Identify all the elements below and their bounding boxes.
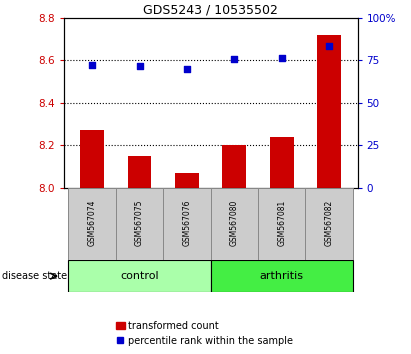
Bar bbox=[128, 156, 151, 188]
Text: GSM567074: GSM567074 bbox=[88, 199, 97, 246]
Text: control: control bbox=[120, 271, 159, 281]
Text: GSM567082: GSM567082 bbox=[325, 199, 334, 246]
Legend: transformed count, percentile rank within the sample: transformed count, percentile rank withi… bbox=[116, 321, 293, 346]
Title: GDS5243 / 10535502: GDS5243 / 10535502 bbox=[143, 4, 278, 17]
Point bbox=[136, 63, 143, 69]
Text: arthritis: arthritis bbox=[260, 271, 304, 281]
Bar bbox=[69, 188, 116, 260]
Bar bbox=[211, 188, 258, 260]
Bar bbox=[270, 137, 293, 188]
Bar bbox=[258, 188, 305, 260]
Bar bbox=[317, 35, 341, 188]
Bar bbox=[163, 188, 211, 260]
Bar bbox=[305, 188, 353, 260]
Bar bbox=[80, 130, 104, 188]
Bar bbox=[69, 260, 211, 292]
Text: disease state: disease state bbox=[2, 271, 67, 281]
Point bbox=[184, 66, 190, 72]
Point bbox=[89, 63, 95, 68]
Point bbox=[326, 43, 332, 48]
Bar bbox=[222, 145, 246, 188]
Point bbox=[231, 56, 238, 62]
Text: GSM567075: GSM567075 bbox=[135, 199, 144, 246]
Text: GSM567076: GSM567076 bbox=[182, 199, 192, 246]
Text: GSM567081: GSM567081 bbox=[277, 199, 286, 246]
Bar bbox=[211, 260, 353, 292]
Bar bbox=[116, 188, 163, 260]
Point bbox=[278, 56, 285, 61]
Text: GSM567080: GSM567080 bbox=[230, 199, 239, 246]
Bar bbox=[175, 173, 199, 188]
